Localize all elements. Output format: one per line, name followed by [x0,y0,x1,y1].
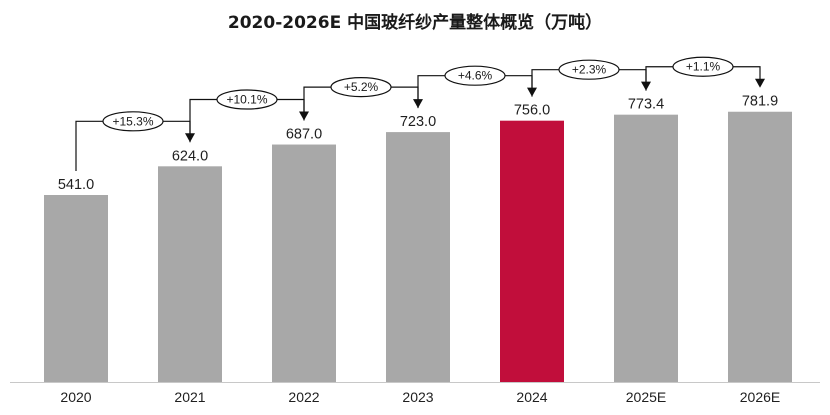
growth-badge [102,111,164,132]
growth-label: +4.6% [458,69,493,83]
x-tick-label-2024: 2024 [516,389,547,405]
bar-2023 [386,132,450,382]
data-label-2023: 723.0 [400,114,436,130]
data-label-2024: 756.0 [514,103,550,119]
growth-annotation-2022-2023: +5.2% [303,76,423,121]
x-tick-label-2026E: 2026E [740,389,780,405]
bar-2020 [44,195,108,382]
growth-badge [444,65,506,86]
data-label-2021: 624.0 [172,148,208,164]
growth-label: +2.3% [572,63,607,77]
data-label-2025E: 773.4 [628,97,664,113]
x-tick-labels-layer: 2020 2021 2022 2023 2024 2025E 2026E [60,389,780,405]
data-labels-layer: 541.0 624.0 687.0 723.0 756.0 773.4 781.9 [58,94,778,193]
bars-layer [44,111,792,383]
growth-badge [558,59,620,80]
data-label-2020: 541.0 [58,177,94,193]
x-tick-label-2023: 2023 [402,389,433,405]
bar-2026E [728,111,792,383]
bar-2025E [614,114,678,383]
growth-badge [216,89,278,110]
chart-title: 2020-2026E 中国玻纤纱产量整体概览（万吨） [228,12,602,33]
x-tick-label-2025E: 2025E [626,389,666,405]
data-label-2022: 687.0 [286,127,322,143]
bar-2022 [272,144,336,382]
growth-label: +15.3% [112,114,153,128]
bar-2021 [158,166,222,382]
growth-annotations-layer: +15.3% +10.1% +5.2% +4.6% +2.3% +1.1% [75,56,765,171]
x-tick-label-2020: 2020 [60,389,91,405]
data-label-2026E: 781.9 [742,94,778,110]
x-tick-label-2021: 2021 [174,389,205,405]
growth-annotation-2025E-2026E: +1.1% [645,56,765,91]
x-tick-label-2022: 2022 [288,389,319,405]
growth-label: +10.1% [226,93,267,107]
growth-annotation-2024-2025E: +2.3% [531,59,651,97]
growth-label: +1.1% [686,60,721,74]
bar-2024 [500,120,564,382]
growth-badge [672,56,734,77]
arrow-down-icon [755,78,765,88]
growth-badge [330,76,392,98]
growth-label: +5.2% [344,80,379,94]
